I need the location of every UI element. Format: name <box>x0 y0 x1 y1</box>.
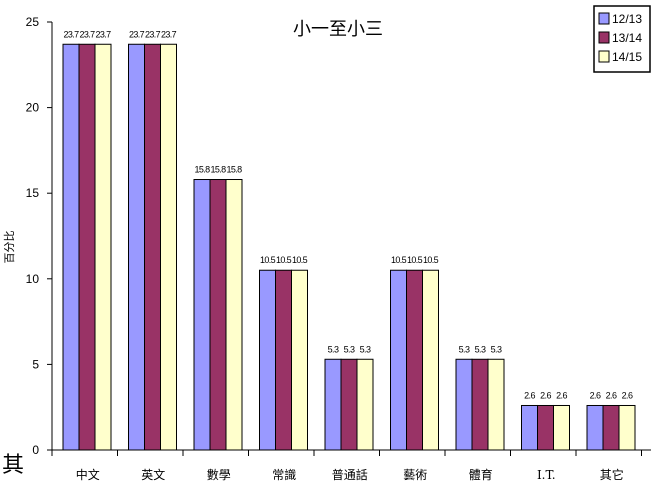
category-label: 數學 <box>207 468 231 482</box>
legend: 12/13 13/14 14/15 <box>593 5 651 73</box>
data-label: 10.5 <box>407 255 423 265</box>
bar-13-14-2 <box>209 179 227 451</box>
bar-12-13-8 <box>586 404 604 451</box>
bar-14-15-2 <box>225 179 243 451</box>
bar-14-15-5 <box>422 269 439 451</box>
data-label: 10.5 <box>260 255 276 265</box>
bar-12-13-7 <box>521 404 538 451</box>
y-tick-label: 0 <box>32 443 39 457</box>
data-label: 23.7 <box>161 29 177 39</box>
bar-14-15-8 <box>618 404 636 451</box>
y-tick-label: 10 <box>26 272 40 286</box>
data-label: 2.6 <box>524 390 535 400</box>
bar-12-13-0 <box>62 43 80 451</box>
data-label: 2.6 <box>556 390 567 400</box>
bar-13-14-1 <box>144 43 161 451</box>
bar-14-15-4 <box>356 358 374 451</box>
bar-12-13-3 <box>259 269 276 451</box>
bar-14-15-3 <box>291 269 308 451</box>
bar-14-15-1 <box>160 43 177 451</box>
data-label: 10.5 <box>391 255 407 265</box>
bar-12-13-4 <box>324 358 342 451</box>
legend-swatch <box>598 12 610 25</box>
bar-14-15-6 <box>487 358 505 451</box>
data-label: 2.6 <box>606 390 617 400</box>
data-label: 10.5 <box>276 255 292 265</box>
bar-14-15-7 <box>553 404 570 451</box>
bars <box>62 43 636 451</box>
legend-label: 14/15 <box>612 50 642 64</box>
y-tick-label: 5 <box>32 357 39 371</box>
y-tick-label: 15 <box>26 186 40 200</box>
data-label: 15.8 <box>194 165 210 175</box>
bar-13-14-7 <box>537 404 554 451</box>
data-label: 2.6 <box>622 390 633 400</box>
data-label: 15.8 <box>226 165 242 175</box>
y-tick-label: 20 <box>26 101 40 115</box>
category-label: I.T. <box>537 468 556 482</box>
data-label: 5.3 <box>344 344 355 354</box>
legend-swatch <box>598 31 610 44</box>
bar-13-14-8 <box>602 404 620 451</box>
data-label: 23.7 <box>145 29 161 39</box>
chart-title: 小一至小三 <box>293 19 383 40</box>
data-label: 10.5 <box>423 255 439 265</box>
data-label: 15.8 <box>210 165 226 175</box>
data-labels: 23.7 23.7 23.7 23.7 23.7 23.715.8 15.8 15.810.5… <box>63 29 633 400</box>
corner-glyph: 其 <box>2 453 24 478</box>
category-label: 常識 <box>272 468 296 482</box>
bar-12-13-2 <box>193 179 211 451</box>
bar-14-15-0 <box>94 43 112 451</box>
bar-13-14-3 <box>275 269 292 451</box>
bar-12-13-1 <box>128 43 145 451</box>
bar-13-14-0 <box>78 43 96 451</box>
data-label: 5.3 <box>491 344 502 354</box>
y-tick-label: 25 <box>26 15 40 29</box>
bar-13-14-4 <box>340 358 358 451</box>
category-label: 體育 <box>469 467 493 482</box>
data-label: 23.7 <box>129 29 145 39</box>
data-label: 23.7 <box>79 29 95 39</box>
category-label: 普通話 <box>332 467 368 482</box>
data-label: 5.3 <box>459 344 470 354</box>
data-label: 23.7 <box>63 29 79 39</box>
legend-label: 12/13 <box>612 12 642 26</box>
legend-swatch <box>598 50 610 63</box>
bar-13-14-5 <box>406 269 423 451</box>
data-label: 2.6 <box>540 390 551 400</box>
data-label: 5.3 <box>475 344 486 354</box>
legend-label: 13/14 <box>612 31 642 45</box>
bar-12-13-5 <box>390 269 407 451</box>
category-label: 其它 <box>600 467 624 482</box>
category-labels: 中文 英文 數學 常識 普通話 藝術 體育 I.T. 其它 <box>76 467 624 482</box>
category-label: 中文 <box>76 467 100 482</box>
bar-12-13-6 <box>455 358 473 451</box>
data-label: 10.5 <box>292 255 308 265</box>
data-label: 23.7 <box>95 29 111 39</box>
category-label: 英文 <box>141 467 165 482</box>
data-label: 2.6 <box>590 390 601 400</box>
data-label: 5.3 <box>328 344 339 354</box>
category-label: 藝術 <box>403 468 427 482</box>
bar-13-14-6 <box>471 358 489 451</box>
data-label: 5.3 <box>360 344 371 354</box>
y-axis-label: 百分比 <box>3 231 16 264</box>
